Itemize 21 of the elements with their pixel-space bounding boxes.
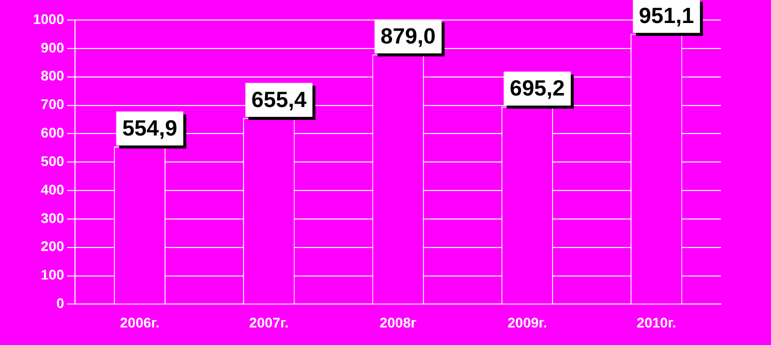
y-tick-label: 0 bbox=[56, 295, 64, 312]
data-label: 951,1 bbox=[638, 2, 694, 28]
y-tick-label: 400 bbox=[40, 181, 64, 198]
y-tick-label: 500 bbox=[40, 152, 64, 169]
data-label: 554,9 bbox=[122, 116, 178, 141]
x-tick-label: 2008г bbox=[380, 314, 417, 330]
x-tick-label: 2007г. bbox=[249, 314, 289, 330]
y-tick-label: 600 bbox=[40, 124, 64, 141]
y-tick-label: 300 bbox=[40, 210, 64, 226]
y-tick-label: 800 bbox=[40, 68, 64, 84]
y-tick-label: 900 bbox=[40, 39, 64, 56]
data-label: 695,2 bbox=[510, 76, 565, 101]
y-tick-label: 100 bbox=[40, 266, 64, 283]
x-tick-label: 2009г. bbox=[508, 314, 547, 330]
x-tick-label: 2006г. bbox=[120, 314, 160, 330]
y-tick-label: 700 bbox=[40, 96, 64, 112]
x-tick-label: 2010г. bbox=[636, 314, 676, 330]
data-label: 879,0 bbox=[380, 23, 436, 48]
y-tick-label: 200 bbox=[40, 238, 64, 254]
data-label: 655,4 bbox=[251, 87, 308, 112]
y-tick-label: 1000 bbox=[32, 10, 64, 27]
